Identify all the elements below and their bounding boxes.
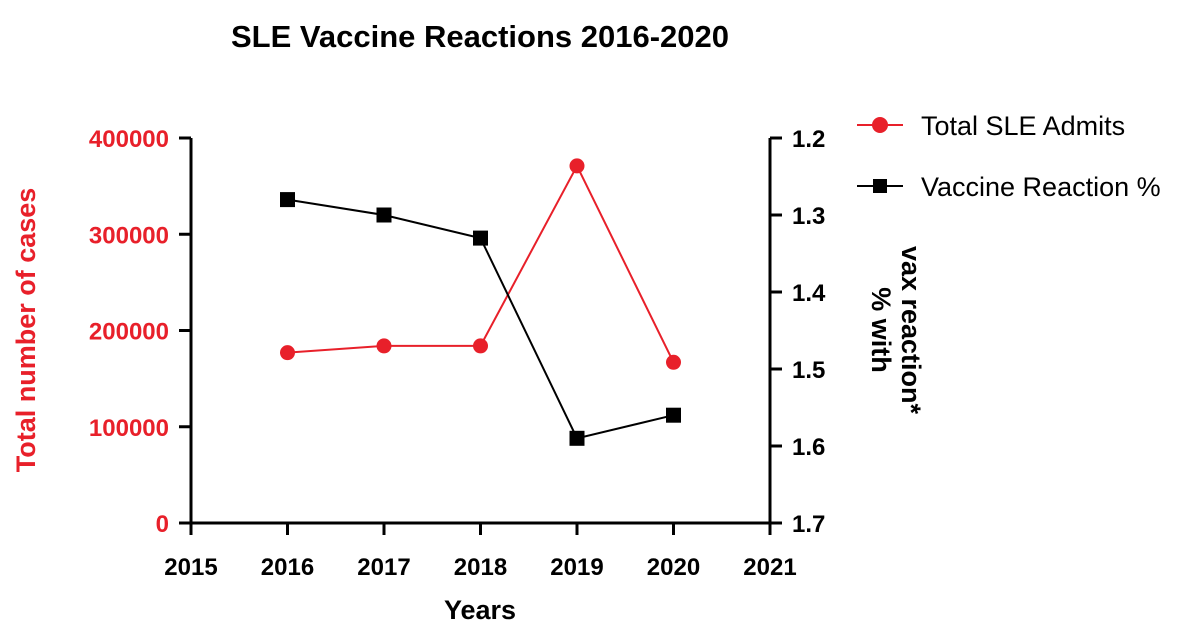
data-point-vaccine-reaction [280, 192, 295, 208]
data-point-vaccine-reaction [376, 207, 392, 223]
right-y-tick-label: 1.2 [792, 126, 825, 153]
data-point-vaccine-reaction [666, 407, 681, 423]
legend: Total SLE Admits Vaccine Reaction % [857, 111, 1161, 202]
left-y-tick-label: 0 [156, 511, 169, 538]
data-point-total-sle-admits [376, 338, 392, 354]
left-y-axis-title: Total number of cases [11, 188, 41, 473]
data-point-total-sle-admits [569, 158, 585, 174]
axes [189, 138, 772, 525]
data-point-total-sle-admits [666, 354, 681, 370]
x-tick-label: 2017 [357, 554, 410, 581]
right-y-axis-title-line2: vax reaction* [896, 246, 926, 415]
x-tick-label: 2020 [647, 554, 700, 581]
legend-square-marker [873, 179, 887, 193]
ticks: 2015 2016 2017 2018 2019 2020 2021 0 100000 20000… [89, 126, 826, 581]
chart-title: SLE Vaccine Reactions 2016-2020 [231, 19, 729, 54]
left-y-tick-label: 300000 [89, 222, 169, 249]
right-y-tick-label: 1.7 [792, 511, 825, 538]
x-tick-label: 2015 [164, 554, 217, 581]
left-y-tick-label: 200000 [89, 319, 169, 346]
data-point-total-sle-admits [473, 338, 488, 354]
left-y-tick-label: 100000 [89, 415, 169, 442]
x-tick-label: 2019 [550, 554, 603, 581]
series-line-total-sle-admits [287, 163, 675, 363]
legend-label: Vaccine Reaction % [921, 172, 1161, 202]
right-y-tick-label: 1.5 [792, 357, 825, 384]
left-y-tick-label: 400000 [89, 126, 169, 153]
legend-label: Total SLE Admits [921, 111, 1125, 141]
x-tick-label: 2016 [261, 554, 314, 581]
legend-circle-marker [872, 117, 888, 133]
right-y-tick-label: 1.6 [792, 434, 825, 461]
x-tick-label: 2018 [454, 554, 507, 581]
legend-entry-total-sle-admits: Total SLE Admits [857, 111, 1125, 141]
x-tick-label: 2021 [743, 554, 796, 581]
legend-entry-vaccine-reaction: Vaccine Reaction % [857, 172, 1161, 202]
data-point-vaccine-reaction [473, 230, 488, 246]
data-point-total-sle-admits [280, 345, 295, 361]
right-y-tick-label: 1.3 [792, 203, 825, 230]
right-y-tick-label: 1.4 [792, 280, 826, 307]
series-layer [280, 158, 681, 446]
data-point-vaccine-reaction [569, 430, 585, 446]
right-y-axis-title-line1: % with [866, 287, 896, 373]
x-axis-title: Years [444, 595, 516, 625]
